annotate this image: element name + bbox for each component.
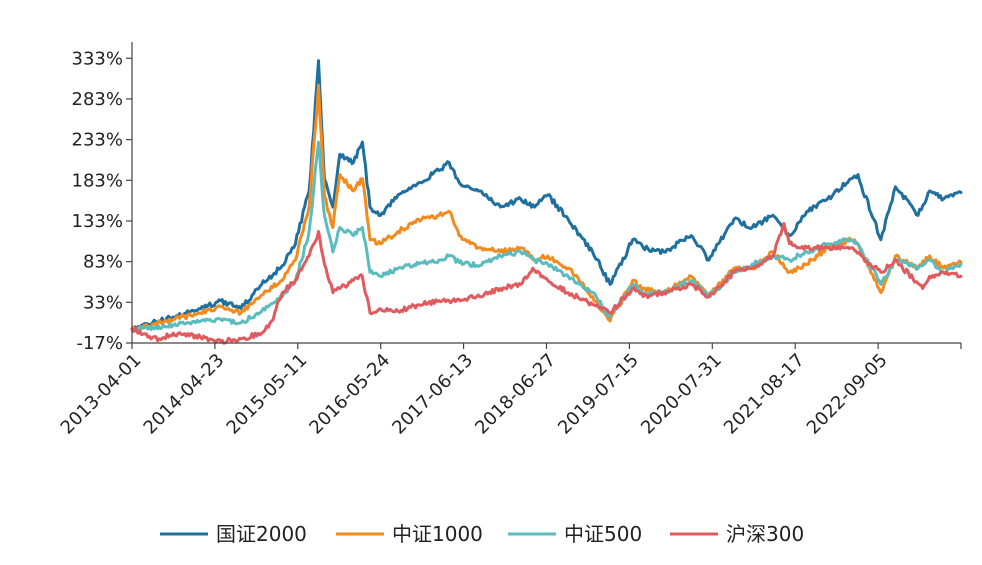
y-tick-label: 33% xyxy=(83,292,123,313)
legend-label-4: 沪深300 xyxy=(726,522,804,546)
series-line-4 xyxy=(130,221,963,345)
x-tick-label: 2014-04-23 xyxy=(140,350,229,439)
legend-label-1: 国证2000 xyxy=(216,522,307,546)
legend-label-2: 中证1000 xyxy=(392,522,483,546)
axes: -17% 33% 83% 133% 183% 233% 283% 333% 2013-04-01… xyxy=(57,42,962,439)
series-line-3 xyxy=(130,140,963,332)
y-tick-label: -17% xyxy=(76,333,123,354)
y-tick-label: 283% xyxy=(72,89,123,110)
y-tick-label: 233% xyxy=(72,130,123,151)
x-tick-label: 2019-07-15 xyxy=(554,350,643,439)
x-tick-label: 2015-05-11 xyxy=(223,350,312,439)
x-tick-label: 2013-04-01 xyxy=(57,350,146,439)
series-line-2 xyxy=(130,83,963,332)
legend-label-3: 中证500 xyxy=(564,522,642,546)
x-tick-label: 2016-05-24 xyxy=(305,350,394,439)
y-tick-label: 133% xyxy=(72,211,123,232)
x-tick-label: 2022-09-05 xyxy=(803,350,892,439)
plot-lines xyxy=(130,59,963,345)
y-tick-label: 83% xyxy=(83,252,123,273)
y-tick-label: 333% xyxy=(72,48,123,69)
y-tick-label: 183% xyxy=(72,170,123,191)
x-tick-label: 2017-06-13 xyxy=(388,350,477,439)
x-tick-label: 2018-06-27 xyxy=(471,350,560,439)
x-tick-label: 2020-07-31 xyxy=(637,350,726,439)
legend: 国证2000 中证1000 中证500 沪深300 xyxy=(160,522,804,546)
series-line-1 xyxy=(130,59,963,332)
x-tick-label: 2021-08-17 xyxy=(720,350,809,439)
